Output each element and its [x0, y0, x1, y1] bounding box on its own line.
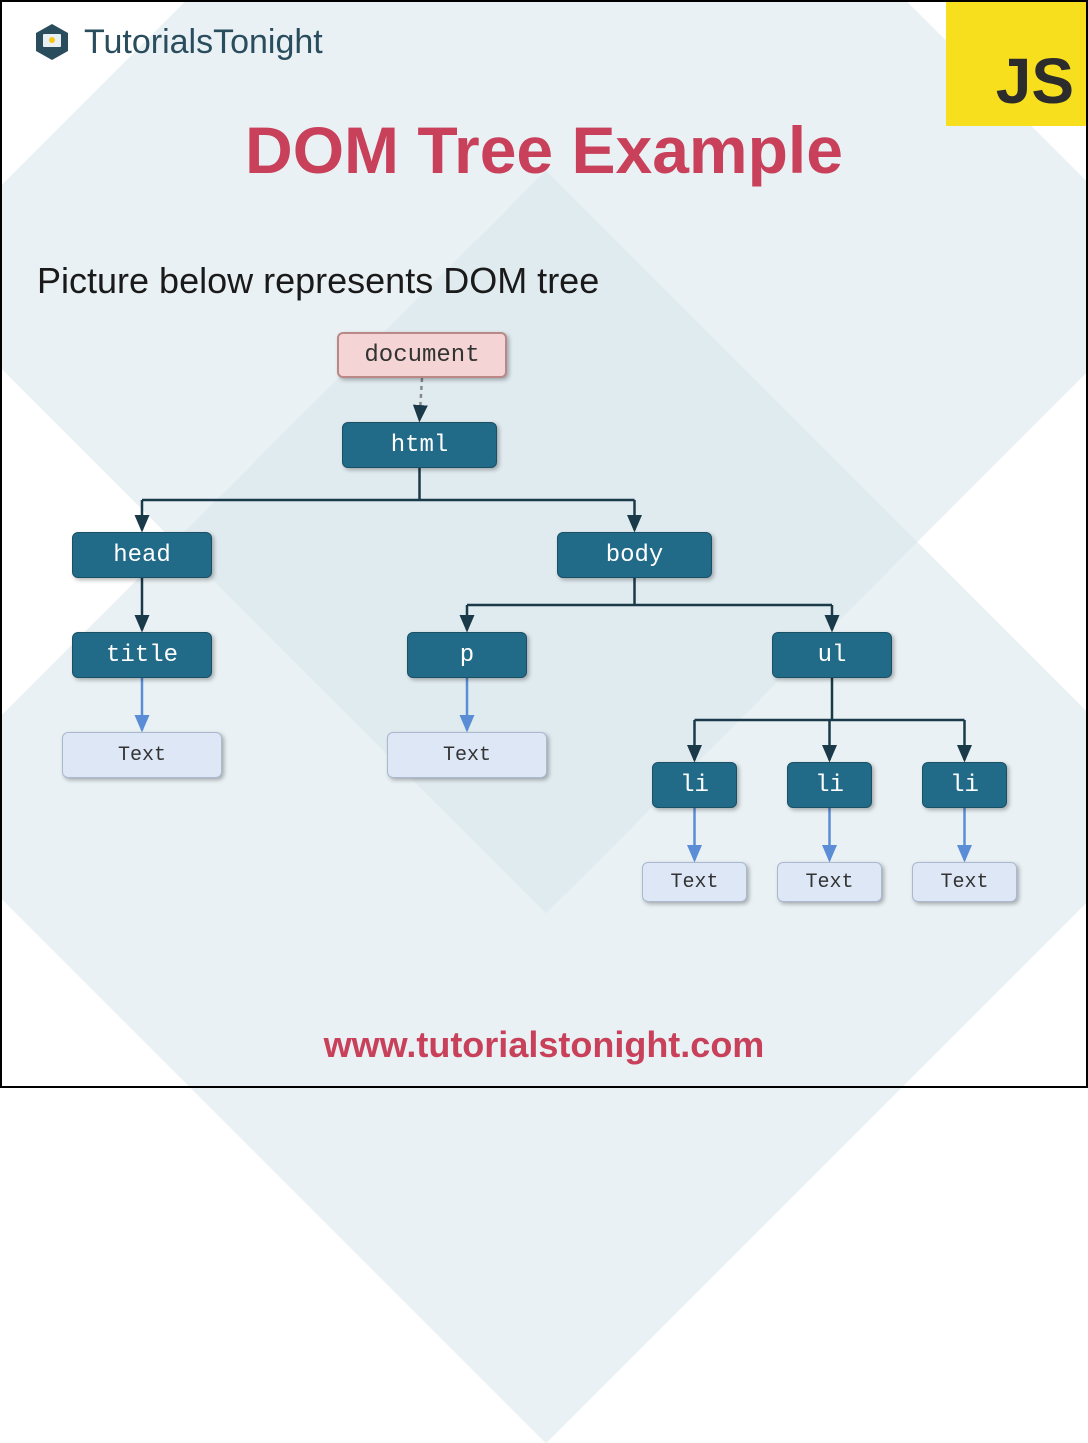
- js-badge-text: JS: [996, 44, 1074, 118]
- tree-node-text5: Text: [912, 862, 1017, 902]
- tree-node-ul: ul: [772, 632, 892, 678]
- tree-node-text4: Text: [777, 862, 882, 902]
- brand-name: TutorialsTonight: [84, 23, 323, 62]
- tree-node-text2: Text: [387, 732, 547, 778]
- subtitle-text: Picture below represents DOM tree: [37, 260, 599, 302]
- tree-node-document: document: [337, 332, 507, 378]
- js-badge: JS: [946, 2, 1086, 126]
- tree-node-body: body: [557, 532, 712, 578]
- tree-node-head: head: [72, 532, 212, 578]
- tree-node-p: p: [407, 632, 527, 678]
- page-title: DOM Tree Example: [2, 112, 1086, 188]
- tree-node-html: html: [342, 422, 497, 468]
- tree-node-li2: li: [787, 762, 872, 808]
- tree-node-text3: Text: [642, 862, 747, 902]
- tree-node-text1: Text: [62, 732, 222, 778]
- tree-node-li3: li: [922, 762, 1007, 808]
- brand-header: TutorialsTonight: [32, 22, 323, 62]
- tree-node-title: title: [72, 632, 212, 678]
- brand-logo-icon: [32, 22, 72, 62]
- footer-url: www.tutorialstonight.com: [2, 1024, 1086, 1066]
- tree-node-li1: li: [652, 762, 737, 808]
- dom-tree-diagram: document html head body title p ul Text Text li li…: [52, 332, 1032, 952]
